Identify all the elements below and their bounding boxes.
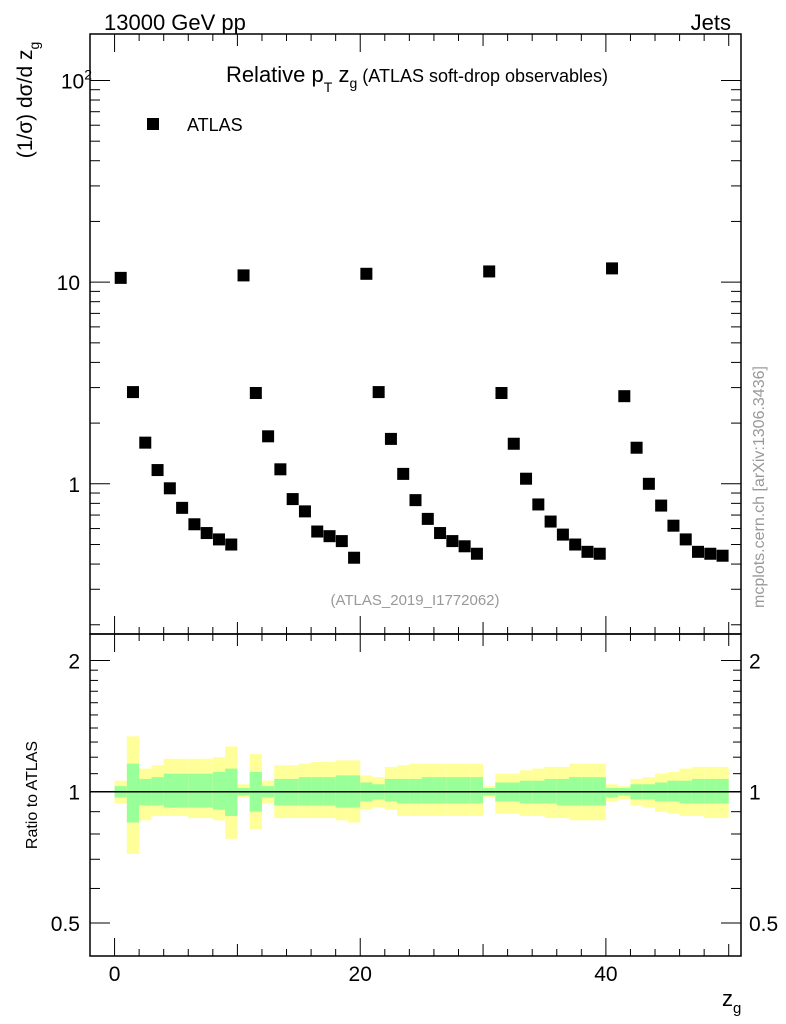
data-point-atlas (434, 527, 447, 540)
data-point-atlas (556, 528, 569, 541)
ratio-y-tick-label-right: 2 (749, 650, 761, 673)
data-point-atlas (311, 525, 324, 538)
data-point-atlas (593, 547, 606, 560)
ratio-band-inner (458, 777, 471, 804)
ratio-y-tick-label-left: 1 (68, 782, 80, 805)
data-point-atlas (642, 477, 655, 490)
header-right: Jets (691, 10, 731, 35)
header-left: 13000 GeV pp (104, 10, 246, 35)
data-point-atlas (483, 265, 496, 278)
data-point-atlas (176, 501, 189, 514)
chart-title: Relative pT zg (ATLAS soft-drop observab… (226, 62, 608, 95)
side-note: mcplots.cern.ch [arXiv:1306.3436] (751, 366, 768, 608)
data-point-atlas (470, 547, 483, 560)
ratio-band-inner (126, 763, 140, 823)
data-point-atlas (544, 515, 557, 528)
data-point-atlas (495, 387, 508, 400)
data-point-atlas (520, 472, 533, 485)
data-point-atlas (421, 512, 434, 525)
data-point-atlas (114, 271, 127, 284)
data-point-atlas (446, 535, 459, 548)
data-point-atlas (274, 463, 287, 476)
legend-marker-atlas (147, 118, 159, 130)
data-point-atlas (126, 386, 139, 399)
data-point-atlas (372, 386, 385, 399)
ratio-y-tick-label-left: 0.5 (51, 913, 80, 936)
data-point-atlas (679, 533, 692, 546)
legend-label-atlas: ATLAS (187, 115, 243, 135)
data-point-atlas (323, 530, 336, 543)
data-point-atlas (139, 436, 152, 449)
ratio-bands (114, 736, 729, 854)
ratio-band-inner (212, 771, 226, 810)
data-point-atlas (212, 533, 225, 546)
ratio-ylabel: Ratio to ATLAS (24, 741, 41, 849)
data-point-atlas (692, 545, 705, 558)
data-point-atlas (581, 545, 594, 558)
data-point-atlas (225, 538, 238, 551)
data-point-atlas (569, 538, 582, 551)
main-y-tick-label: 1 (68, 474, 80, 497)
ratio-band-inner (421, 777, 434, 804)
axes (89, 33, 742, 957)
main-y-tick-label: 10 (57, 272, 80, 295)
data-point-atlas (335, 535, 348, 548)
xlabel: zg (722, 986, 741, 1017)
data-point-atlas (348, 551, 361, 564)
data-points (114, 262, 729, 564)
data-point-atlas (606, 262, 619, 275)
data-point-atlas (163, 482, 176, 495)
data-point-atlas (151, 464, 164, 477)
data-point-atlas (262, 430, 275, 443)
data-point-atlas (249, 387, 262, 400)
data-point-atlas (667, 519, 680, 532)
data-point-atlas (618, 390, 631, 403)
ratio-band-inner (188, 773, 201, 808)
data-point-atlas (630, 441, 643, 454)
analysis-id: (ATLAS_2019_I1772062) (330, 592, 499, 609)
data-point-atlas (200, 527, 213, 540)
main-ylabel: (1/σ) dσ/d zg (14, 42, 42, 159)
data-point-atlas (397, 467, 410, 480)
data-point-atlas (655, 499, 668, 512)
data-point-atlas (360, 267, 373, 280)
ratio-band-inner (470, 777, 484, 804)
data-point-atlas (384, 432, 397, 445)
x-tick-label: 40 (594, 963, 617, 986)
ratio-band-inner (433, 777, 447, 804)
ratio-band-inner (200, 773, 213, 808)
data-point-atlas (298, 505, 311, 518)
ratio-band-inner (384, 778, 398, 802)
ratio-frame (89, 633, 742, 957)
ratio-band-inner (605, 787, 619, 798)
data-point-atlas (716, 549, 729, 562)
data-point-atlas (237, 269, 250, 282)
data-point-atlas (409, 494, 422, 507)
ratio-band-inner (175, 773, 189, 808)
tick-labels: 0 20 40 1 10 102 0.5 0.5 1 1 2 2 (51, 66, 778, 986)
data-point-atlas (704, 547, 717, 560)
ratio-y-tick-label-left: 2 (68, 650, 80, 673)
data-point-atlas (188, 518, 201, 531)
ratio-band-inner (446, 777, 459, 804)
x-tick-label: 20 (349, 963, 372, 986)
data-point-atlas (532, 498, 545, 511)
data-point-atlas (286, 493, 299, 506)
data-point-atlas (507, 437, 520, 450)
data-point-atlas (458, 540, 471, 553)
x-tick-label: 0 (109, 963, 121, 986)
ratio-y-tick-label-right: 0.5 (749, 913, 778, 936)
ratio-band-inner (163, 773, 176, 808)
ratio-y-tick-label-right: 1 (749, 782, 761, 805)
main-y-tick-label: 102 (61, 66, 92, 93)
